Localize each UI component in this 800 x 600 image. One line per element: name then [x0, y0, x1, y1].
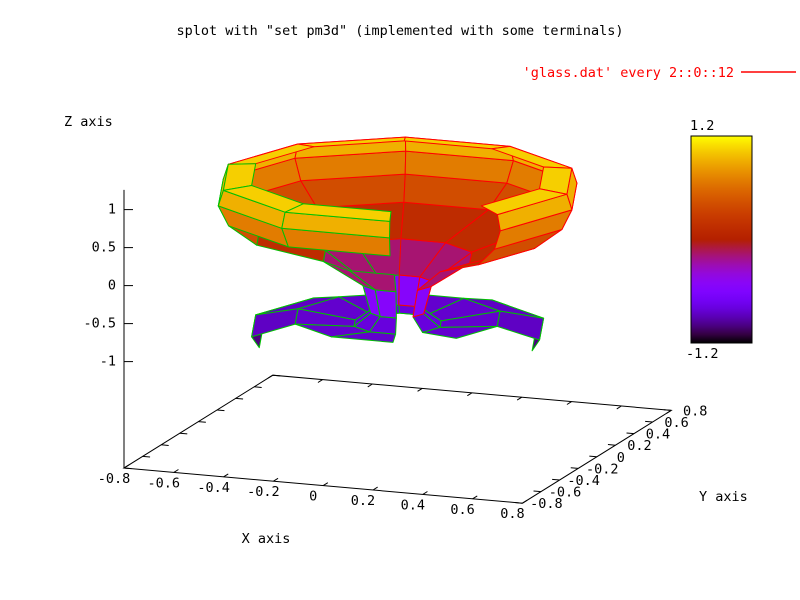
- x-tick: [666, 409, 672, 414]
- x-tick: [516, 396, 523, 401]
- z-tick-label: 0.5: [92, 240, 116, 256]
- x-tick: [223, 473, 229, 478]
- y-tick: [254, 386, 262, 388]
- x-tick: [522, 499, 528, 504]
- y-tick: [272, 374, 281, 377]
- y-tick-label: 0: [617, 450, 625, 466]
- y-tick-label: 0.8: [683, 403, 707, 419]
- y-tick: [198, 421, 206, 423]
- x-tick: [472, 495, 478, 500]
- y-tick-label: 0.2: [627, 438, 651, 454]
- x-tick: [273, 477, 279, 482]
- y-tick: [552, 478, 560, 481]
- colorbar: 1.2 -1.2: [686, 118, 753, 362]
- y-tick-label: -0.4: [567, 473, 600, 489]
- x-tick: [422, 491, 428, 495]
- y-tick: [533, 490, 542, 493]
- surface-quad: [480, 188, 568, 216]
- x-tick: [267, 374, 274, 379]
- colorbar-max-label: 1.2: [690, 118, 714, 134]
- z-axis-label: Z axis: [64, 114, 113, 130]
- y-tick-label: 0.4: [646, 427, 670, 443]
- x-tick: [566, 401, 572, 405]
- x-axis-label: X axis: [242, 531, 291, 547]
- y-tick: [179, 432, 188, 435]
- x-tick-label: 0.4: [401, 497, 425, 513]
- x-tick: [322, 482, 329, 487]
- y-tick: [626, 432, 635, 435]
- y-tick: [514, 502, 523, 504]
- x-tick-label: 0.8: [500, 506, 524, 522]
- x-tick-label: 0.2: [351, 493, 375, 509]
- z-tick-label: -0.5: [83, 316, 116, 332]
- surface-quad: [330, 331, 397, 343]
- surface-quad: [251, 308, 299, 338]
- colorbar-min-label: -1.2: [686, 346, 719, 362]
- y-tick-label: -0.6: [549, 485, 582, 501]
- x-tick: [372, 486, 378, 491]
- y-tick: [123, 467, 132, 470]
- x-tick-label: 0.6: [450, 502, 474, 518]
- x-tick: [367, 383, 373, 388]
- legend: 'glass.dat' every 2::0::12: [523, 65, 796, 81]
- legend-label: 'glass.dat' every 2::0::12: [523, 65, 734, 81]
- y-tick: [570, 467, 579, 469]
- z-tick-label: 1: [108, 202, 116, 218]
- y-tick-label: 0.6: [664, 415, 688, 431]
- x-tick: [616, 405, 622, 410]
- plot-title: splot with "set pm3d" (implemented with …: [176, 23, 623, 39]
- x-tick-label: -0.4: [197, 480, 230, 496]
- x-tick-label: -0.2: [247, 484, 280, 500]
- axis-ticks: -0.8 -0.6 -0.4 -0.2 0 0.2 0.4 0.6 0.8-0.8-0.6-0.…: [83, 202, 707, 523]
- colorbar-gradient: [690, 135, 753, 344]
- x-tick: [467, 392, 473, 397]
- y-tick: [607, 444, 616, 446]
- y-tick: [161, 444, 169, 446]
- z-tick-label: 0: [108, 278, 116, 294]
- x-tick: [173, 469, 179, 473]
- x-tick: [123, 464, 129, 469]
- surface-quad: [284, 203, 392, 222]
- glass-surface: [217, 136, 578, 352]
- y-tick-label: -0.8: [530, 496, 563, 512]
- y-tick: [216, 409, 225, 412]
- y-tick: [645, 420, 653, 423]
- y-tick: [235, 397, 244, 400]
- y-tick: [663, 409, 672, 411]
- y-tick: [142, 455, 151, 458]
- x-tick: [317, 379, 323, 383]
- x-tick-label: -0.8: [98, 471, 131, 487]
- y-axis-label: Y axis: [699, 489, 748, 505]
- x-tick-label: 0: [309, 489, 317, 505]
- surface-quad: [422, 325, 498, 339]
- y-tick: [589, 455, 597, 458]
- x-tick: [417, 387, 423, 392]
- y-tick-label: -0.2: [586, 461, 619, 477]
- z-tick-label: -1: [100, 354, 116, 370]
- x-tick-label: -0.6: [148, 475, 181, 491]
- surface-quad: [349, 270, 397, 293]
